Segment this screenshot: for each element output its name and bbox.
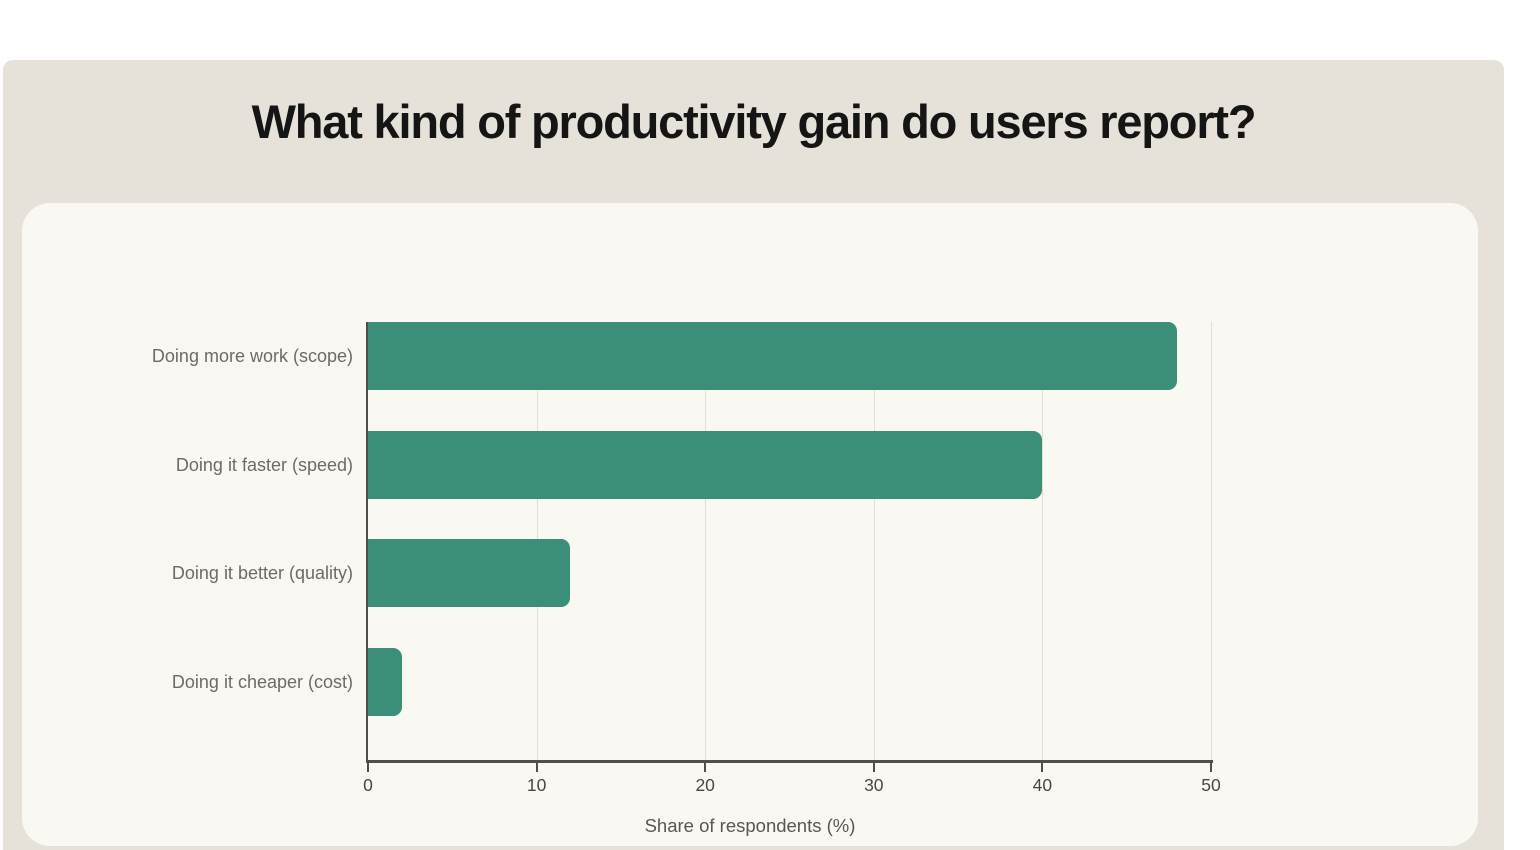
bar-4 — [368, 648, 402, 716]
x-axis-title: Share of respondents (%) — [644, 815, 856, 836]
x-tick-label-20: 20 — [695, 775, 715, 795]
x-tick-40 — [1041, 763, 1044, 772]
x-tick-label-0: 0 — [363, 775, 373, 795]
gridline-30 — [873, 322, 875, 760]
x-tick-label-10: 10 — [526, 775, 547, 795]
gridline-50 — [1211, 322, 1212, 760]
gridline-40 — [1042, 322, 1044, 760]
plot-area — [368, 322, 1212, 762]
category-label-1: Doing more work (scope) — [151, 345, 353, 366]
category-label-4: Doing it cheaper (cost) — [171, 671, 353, 692]
chart-panel: What kind of productivity gain do users … — [3, 60, 1504, 850]
gridline-20 — [705, 322, 707, 760]
x-axis-line — [366, 760, 1213, 763]
chart-card: 0 10 20 30 40 50 Share of respondents (%) Doi… — [22, 203, 1478, 846]
x-tick-label-40: 40 — [1032, 775, 1053, 795]
bar-2 — [368, 431, 1043, 499]
x-tick-label-50: 50 — [1201, 775, 1221, 795]
x-tick-label-30: 30 — [864, 775, 884, 795]
x-tick-10 — [535, 763, 538, 772]
y-axis-line — [366, 322, 368, 763]
bar-3 — [368, 539, 571, 607]
x-tick-30 — [872, 763, 875, 772]
category-label-2: Doing it faster (speed) — [175, 454, 353, 475]
chart-title: What kind of productivity gain do users … — [251, 95, 1257, 148]
x-tick-20 — [704, 763, 707, 772]
x-tick-50 — [1210, 763, 1212, 772]
x-axis-layer: 0 10 20 30 40 50 — [363, 763, 1221, 803]
x-tick-0 — [367, 763, 369, 772]
bar-1 — [368, 322, 1178, 390]
category-label-3: Doing it better (quality) — [171, 562, 353, 583]
